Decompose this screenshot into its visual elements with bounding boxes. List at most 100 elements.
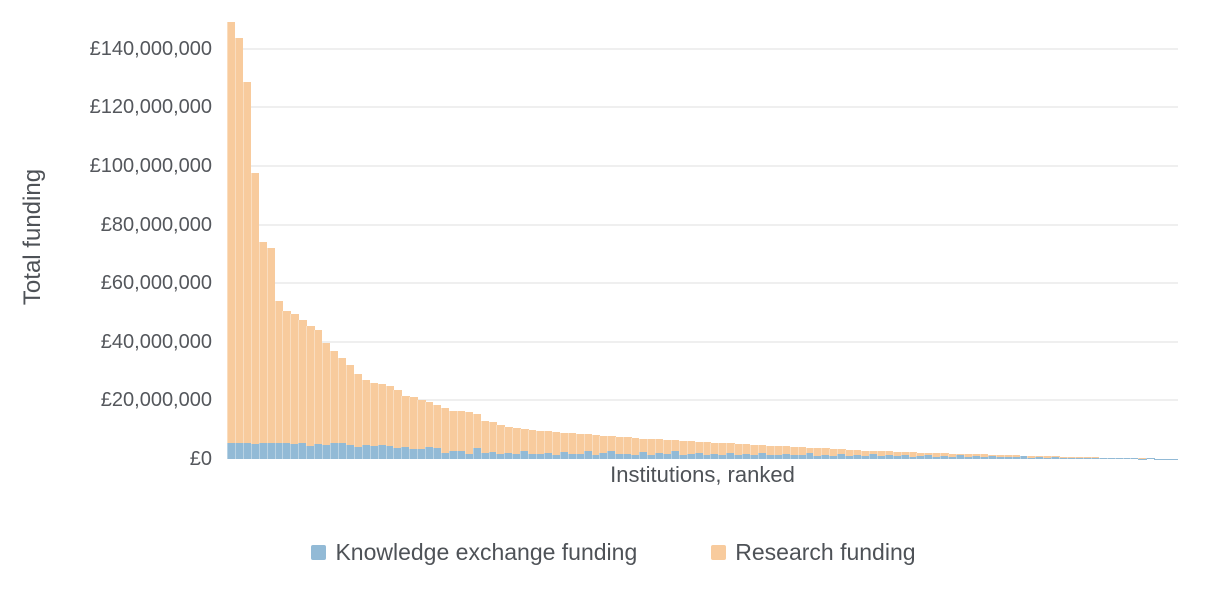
bar	[765, 445, 775, 459]
bar	[551, 432, 561, 459]
bar	[845, 449, 854, 459]
bar	[1011, 455, 1020, 459]
bar	[393, 390, 402, 459]
bar	[472, 413, 481, 459]
bar	[821, 448, 830, 459]
bar	[377, 384, 386, 459]
bar-segment	[409, 397, 418, 449]
bar-segment	[726, 443, 735, 453]
bar-segment	[1082, 457, 1092, 459]
bar-segment	[995, 456, 1005, 459]
bar-segment	[1043, 457, 1052, 459]
bar	[662, 439, 672, 459]
bar-segment	[607, 436, 616, 451]
bar-segment	[750, 444, 759, 456]
bar	[924, 452, 933, 459]
bar	[464, 412, 474, 459]
bar-segment	[456, 451, 466, 459]
bar-segment	[234, 442, 244, 459]
bar-segment	[559, 432, 569, 452]
bar	[623, 437, 632, 459]
bar-segment	[726, 452, 735, 459]
bar-segment	[512, 454, 521, 459]
bar-segment	[330, 350, 339, 443]
bar-segment	[1051, 456, 1060, 458]
y-tick-label: £0	[189, 448, 212, 470]
bar	[670, 440, 680, 459]
bar-segment	[258, 443, 267, 459]
bar-segment	[1146, 458, 1155, 459]
bar	[488, 422, 497, 459]
bar	[504, 426, 513, 459]
bar-segment	[433, 447, 442, 459]
gridline	[227, 282, 1178, 285]
bar	[1027, 455, 1036, 459]
bar	[884, 451, 894, 459]
bar-segment	[924, 452, 933, 456]
bar-segment	[361, 445, 371, 459]
bar-segment	[647, 438, 656, 455]
bar	[314, 330, 323, 459]
bar-segment	[258, 242, 267, 444]
bar-segment	[892, 451, 901, 457]
bar-segment	[1027, 457, 1036, 459]
bar-segment	[876, 456, 886, 459]
bar	[615, 436, 624, 459]
bar	[742, 444, 751, 459]
bar-segment	[765, 454, 775, 459]
bar	[1098, 457, 1108, 459]
bar	[496, 425, 505, 459]
bar-segment	[789, 446, 798, 456]
bar-segment	[789, 455, 798, 459]
bar-segment	[227, 442, 236, 459]
bar-segment	[694, 452, 703, 459]
bar-segment	[599, 452, 608, 459]
bar-segment	[623, 437, 632, 454]
bar-segment	[615, 436, 624, 455]
bar-segment	[393, 390, 402, 448]
bar-segment	[536, 430, 545, 455]
bar-segment	[448, 410, 458, 451]
bar	[805, 447, 814, 459]
bar-segment	[900, 454, 909, 459]
y-axis-ticks: £0 £20,000,000 £40,000,000 £60,000,000 £80,0…	[0, 15, 212, 470]
bar	[757, 444, 767, 459]
legend-swatch-research-icon	[711, 545, 727, 560]
bar-segment	[995, 454, 1005, 457]
bar	[512, 427, 521, 459]
bar-segment	[440, 407, 450, 453]
bar-segment	[567, 433, 577, 455]
bar-segment	[242, 82, 252, 444]
bar-segment	[274, 442, 283, 459]
bar-segment	[979, 457, 989, 459]
gridline	[227, 106, 1178, 109]
bar-segment	[1019, 455, 1028, 457]
bar	[971, 454, 981, 459]
bar-segment	[702, 454, 711, 459]
bar	[345, 365, 355, 459]
bar-segment	[440, 452, 450, 459]
bar-segment	[1019, 456, 1028, 459]
bar	[940, 453, 949, 459]
legend-item-knowledge-exchange-funding: Knowledge exchange funding	[311, 539, 637, 566]
bar-segment	[615, 454, 624, 459]
bar	[330, 350, 339, 459]
bar-segment	[528, 453, 537, 459]
bar	[337, 357, 347, 459]
bar-segment	[884, 455, 894, 459]
bar-segment	[1059, 457, 1068, 459]
bar	[536, 430, 545, 459]
bar	[718, 442, 727, 459]
bar-segment	[575, 433, 584, 454]
bar-segment	[551, 432, 561, 455]
bar-segment	[1067, 457, 1076, 459]
bar	[1067, 456, 1076, 459]
bar-segment	[290, 313, 299, 444]
bar	[1019, 455, 1028, 459]
y-tick-label: £60,000,000	[100, 272, 212, 295]
bar	[1059, 456, 1068, 459]
bar-segment	[876, 451, 886, 457]
bar-segment	[916, 456, 925, 459]
bar	[385, 385, 394, 459]
bar	[631, 437, 640, 459]
